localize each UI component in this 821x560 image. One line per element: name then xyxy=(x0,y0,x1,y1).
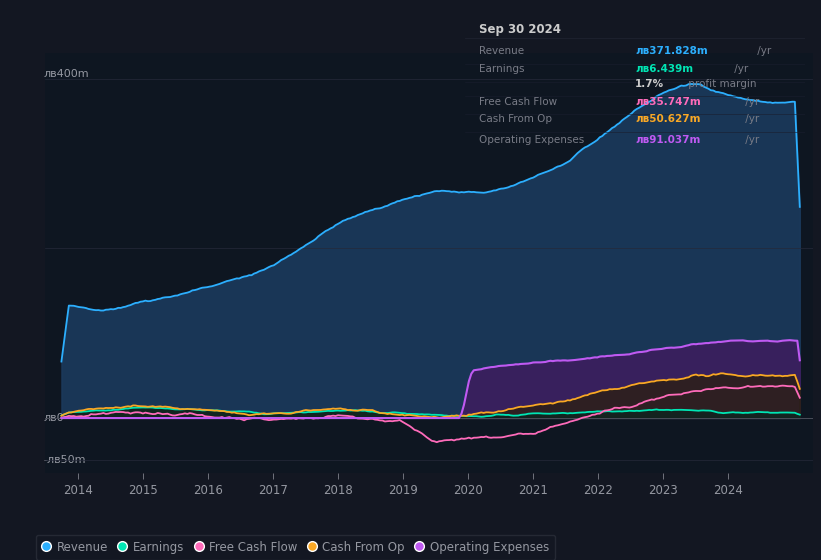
Legend: Revenue, Earnings, Free Cash Flow, Cash From Op, Operating Expenses: Revenue, Earnings, Free Cash Flow, Cash … xyxy=(35,535,555,559)
Text: profit margin: profit margin xyxy=(685,79,756,89)
Text: /yr: /yr xyxy=(731,64,748,74)
Text: лв371.828m: лв371.828m xyxy=(635,46,708,56)
Text: /yr: /yr xyxy=(742,96,759,106)
Text: Free Cash Flow: Free Cash Flow xyxy=(479,96,557,106)
Text: лв0: лв0 xyxy=(44,413,64,423)
Text: лв400m: лв400m xyxy=(44,69,89,78)
Text: -лв50m: -лв50m xyxy=(44,455,86,465)
Text: Sep 30 2024: Sep 30 2024 xyxy=(479,23,561,36)
Text: Revenue: Revenue xyxy=(479,46,524,56)
Text: Operating Expenses: Operating Expenses xyxy=(479,135,584,145)
Text: /yr: /yr xyxy=(742,135,759,145)
Text: /yr: /yr xyxy=(754,46,771,56)
Text: лв91.037m: лв91.037m xyxy=(635,135,700,145)
Text: Cash From Op: Cash From Op xyxy=(479,114,552,124)
Text: лв50.627m: лв50.627m xyxy=(635,114,700,124)
Text: лв35.747m: лв35.747m xyxy=(635,96,701,106)
Text: Earnings: Earnings xyxy=(479,64,524,74)
Text: 1.7%: 1.7% xyxy=(635,79,664,89)
Text: /yr: /yr xyxy=(742,114,759,124)
Text: лв6.439m: лв6.439m xyxy=(635,64,693,74)
